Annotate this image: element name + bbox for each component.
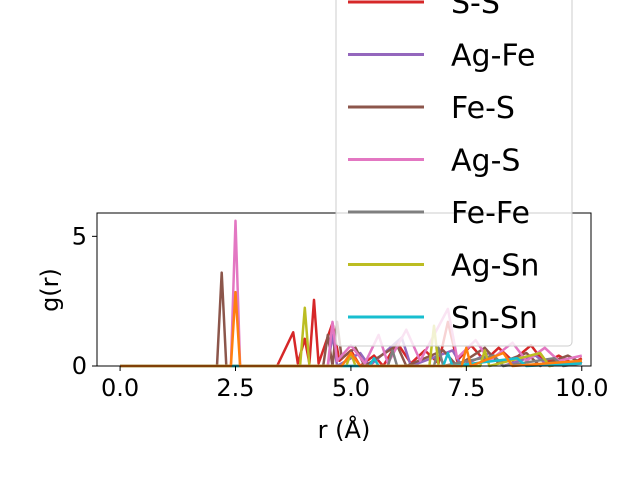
legend-items: S-S Ag-Fe Fe-S Ag-S Fe-Fe Ag-Sn Sn-Sn	[348, 0, 539, 336]
x-axis-ticks: 0.0 2.5 5.0 7.5 10.0	[101, 366, 608, 402]
x-tick-label: 5.0	[332, 374, 370, 402]
legend-label-ag-sn: Ag-Sn	[451, 249, 539, 284]
legend: S-S Ag-Fe Fe-S Ag-S Fe-Fe Ag-Sn Sn-Sn	[335, 0, 573, 347]
x-tick-label: 7.5	[447, 374, 485, 402]
x-tick-label: 10.0	[555, 374, 608, 402]
y-axis-label: g(r)	[36, 268, 64, 312]
legend-frame	[335, 0, 573, 347]
legend-label-fe-s: Fe-S	[451, 91, 515, 126]
legend-label-sn-sn: Sn-Sn	[451, 301, 538, 336]
series-line-sn-sn	[120, 351, 582, 368]
legend-label-ag-s: Ag-S	[451, 144, 520, 179]
legend-label-fe-fe: Fe-Fe	[451, 196, 530, 231]
y-axis-ticks: 05	[72, 222, 97, 380]
x-axis-label: r (Å)	[318, 415, 371, 444]
x-tick-label: 0.0	[101, 374, 139, 402]
y-tick-label: 5	[72, 222, 87, 250]
legend-label-s-s: S-S	[451, 0, 500, 21]
x-tick-label: 2.5	[216, 374, 254, 402]
series-line-fe-fe	[120, 346, 582, 368]
legend-label-ag-fe: Ag-Fe	[451, 39, 535, 74]
y-tick-label: 0	[72, 352, 87, 380]
